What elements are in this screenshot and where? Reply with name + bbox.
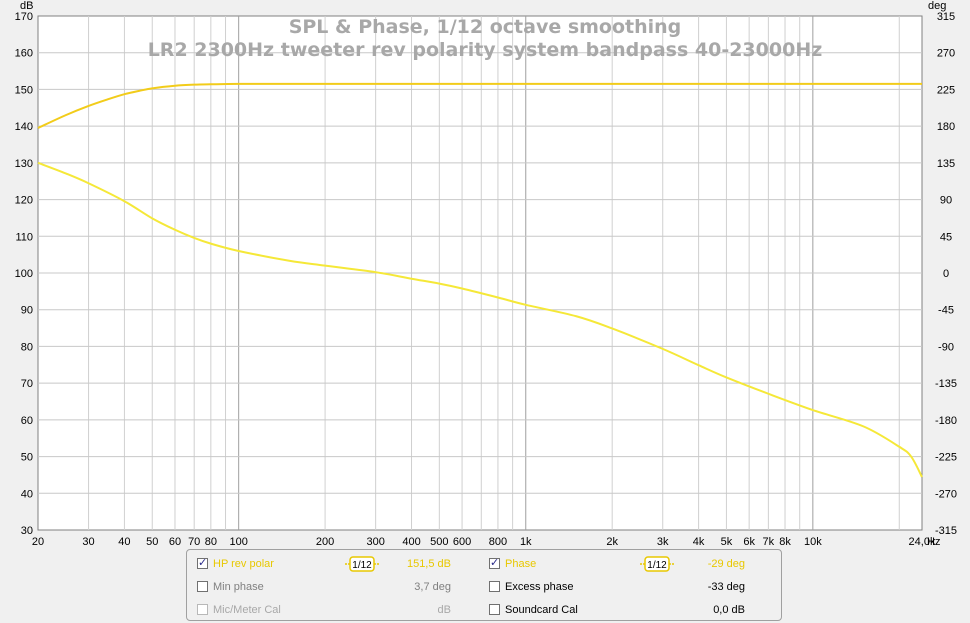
x-tick-label: 50 [146, 536, 158, 548]
x-tick-label: 3k [657, 536, 669, 548]
soundcard-cal-checkbox[interactable] [489, 604, 500, 615]
y-right-tick-label: -45 [938, 305, 954, 317]
hp-rev-polar-smoothing-label: 1/12 [352, 560, 372, 571]
min-phase-checkbox[interactable] [197, 581, 208, 592]
x-tick-label: 24,0k [909, 536, 936, 548]
y-right-tick-label: -180 [935, 415, 957, 427]
mic-meter-cal-label: Mic/Meter Cal [213, 604, 281, 616]
phase-smoothing-button[interactable]: 1/12 [640, 556, 674, 572]
y-left-tick-label: 130 [15, 158, 33, 170]
phase-label: Phase [505, 558, 537, 570]
y-left-tick-label: 150 [15, 84, 33, 96]
tick-labels: 20 30 40 50 60 70 80 100 200 300 400 500 600 800 1k 2k 3… [15, 11, 957, 548]
y-right-tick-label: 90 [940, 195, 952, 207]
hp-rev-polar-label: HP rev polar [213, 558, 274, 570]
hp-rev-polar-checkbox[interactable] [197, 556, 208, 569]
y-right-tick-label: 45 [940, 231, 952, 243]
x-tick-label: 200 [316, 536, 334, 548]
y-right-tick-label: 315 [937, 11, 955, 23]
phase-checkbox[interactable] [489, 556, 500, 569]
y-left-tick-label: 30 [21, 525, 33, 537]
soundcard-cal-value: 0,0 dB [713, 604, 745, 616]
excess-phase-value: -33 deg [707, 581, 745, 593]
legend-row-cal: Mic/Meter Cal dB Soundcard Cal 0,0 dB [187, 601, 781, 621]
chart-title: SPL & Phase, 1/12 octave smoothing [289, 16, 682, 38]
x-tick-label: 7k [763, 536, 775, 548]
x-tick-label: 5k [721, 536, 733, 548]
legend-row-spl: HP rev polar 1/12 151,5 dB Phase 1/12 -2… [187, 555, 781, 575]
y-right-tick-label: -315 [935, 525, 957, 537]
spl-phase-chart: 20 30 40 50 60 70 80 100 200 300 400 500 600 800 1k 2k 3… [15, 0, 957, 548]
y-unit-right: deg [928, 0, 946, 12]
min-phase-label: Min phase [213, 581, 264, 593]
x-tick-label: 60 [169, 536, 181, 548]
x-tick-label: 800 [489, 536, 507, 548]
y-left-tick-label: 100 [15, 268, 33, 280]
soundcard-cal-label: Soundcard Cal [505, 604, 578, 616]
x-tick-label: 100 [229, 536, 247, 548]
y-left-tick-label: 170 [15, 11, 33, 23]
excess-phase-label: Excess phase [505, 581, 574, 593]
y-left-tick-label: 90 [21, 305, 33, 317]
x-tick-label: 20 [32, 536, 44, 548]
mic-meter-cal-value: dB [437, 604, 451, 616]
y-left-tick-label: 120 [15, 195, 33, 207]
x-tick-label: 10k [804, 536, 822, 548]
y-left-tick-label: 160 [15, 48, 33, 60]
x-tick-label: 30 [82, 536, 94, 548]
x-tick-label: 4k [693, 536, 705, 548]
x-unit: Hz [927, 536, 940, 548]
y-right-tick-label: 270 [937, 48, 955, 60]
chart-subtitle: LR2 2300Hz tweeter rev polarity system b… [148, 39, 823, 61]
hp-rev-polar-smoothing-button[interactable]: 1/12 [345, 556, 379, 572]
phase-series-line [37, 161, 923, 478]
x-tick-label: 8k [779, 536, 791, 548]
series-layer [37, 82, 923, 478]
x-tick-label: 600 [453, 536, 471, 548]
y-left-tick-label: 140 [15, 121, 33, 133]
y-left-tick-label: 50 [21, 452, 33, 464]
legend-panel: HP rev polar 1/12 151,5 dB Phase 1/12 -2… [186, 549, 782, 621]
y-right-tick-label: 135 [937, 158, 955, 170]
x-tick-label: 1k [520, 536, 532, 548]
excess-phase-checkbox[interactable] [489, 581, 500, 592]
y-right-tick-label: 0 [943, 268, 949, 280]
y-right-tick-label: -90 [938, 341, 954, 353]
y-left-tick-label: 70 [21, 378, 33, 390]
x-tick-label: 300 [366, 536, 384, 548]
min-phase-value: 3,7 deg [414, 581, 451, 593]
phase-value: -29 deg [707, 558, 745, 570]
y-left-tick-label: 40 [21, 488, 33, 500]
y-right-tick-label: 225 [937, 84, 955, 96]
spl-series-line [37, 82, 922, 129]
phase-smoothing-label: 1/12 [647, 560, 667, 571]
x-tick-label: 80 [205, 536, 217, 548]
x-tick-label: 400 [402, 536, 420, 548]
mic-meter-cal-checkbox[interactable] [197, 604, 208, 615]
x-tick-label: 70 [188, 536, 200, 548]
y-left-tick-label: 110 [15, 231, 33, 243]
hp-rev-polar-value: 151,5 dB [406, 558, 451, 570]
legend-row-minphase: Min phase 3,7 deg Excess phase -33 deg [187, 578, 781, 598]
y-right-tick-label: -135 [935, 378, 957, 390]
x-tick-label: 40 [118, 536, 130, 548]
y-right-tick-label: -225 [935, 452, 957, 464]
y-right-tick-label: -270 [935, 488, 957, 500]
y-left-tick-label: 60 [21, 415, 33, 427]
y-unit-left: dB [20, 0, 33, 12]
y-left-tick-label: 80 [21, 341, 33, 353]
y-right-tick-label: 180 [937, 121, 955, 133]
x-tick-label: 2k [606, 536, 618, 548]
x-tick-label: 500 [430, 536, 448, 548]
x-tick-label: 6k [743, 536, 755, 548]
